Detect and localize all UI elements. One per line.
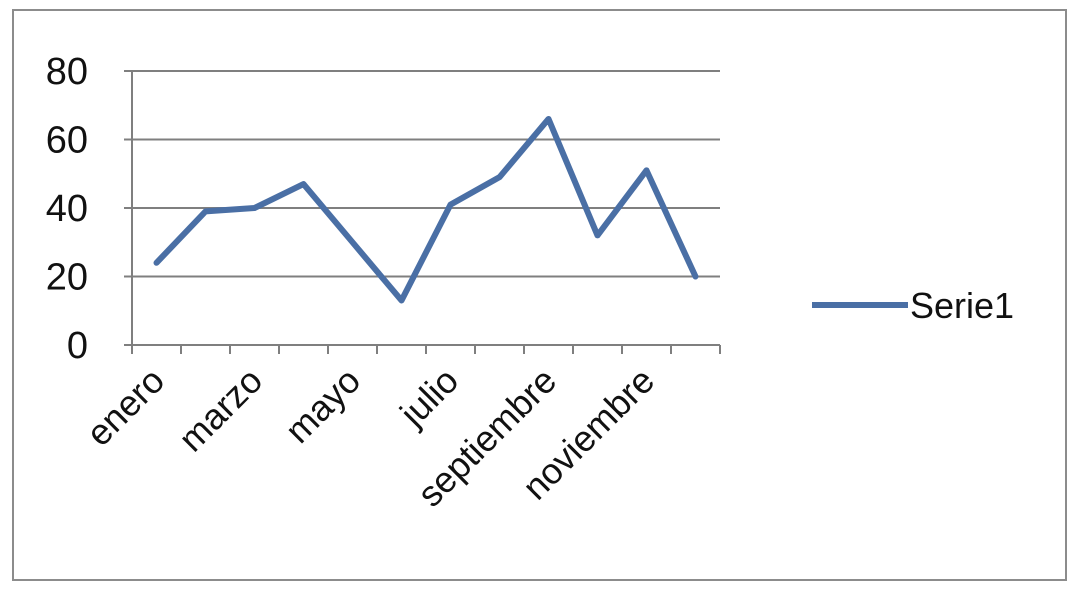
y-tick-label-60: 60: [46, 120, 88, 162]
y-tick-label-80: 80: [46, 51, 88, 93]
legend: Serie1: [812, 285, 1014, 326]
data-point-septiembre: [547, 117, 550, 120]
x-tick-label-marzo: marzo: [170, 360, 270, 460]
data-point-noviembre: [645, 169, 648, 172]
x-tick-label-enero: enero: [78, 360, 172, 454]
data-point-febrero: [204, 210, 207, 213]
legend-label-serie1: Serie1: [910, 285, 1014, 326]
y-tick-label-40: 40: [46, 188, 88, 230]
data-point-junio: [400, 299, 403, 302]
data-point-agosto: [498, 176, 501, 179]
data-point-marzo: [253, 207, 256, 209]
gridlines: [132, 70, 720, 278]
data-point-diciembre: [694, 275, 697, 278]
data-point-enero: [155, 261, 158, 264]
series-line-Serie1: [153, 115, 699, 304]
data-point-octubre: [596, 234, 599, 237]
y-tick-labels: 0 20 40 60 80: [46, 51, 88, 367]
y-tick-label-20: 20: [46, 257, 88, 299]
series: [153, 115, 699, 304]
x-tick-label-julio: julio: [391, 360, 466, 435]
data-point-abril: [302, 183, 305, 186]
y-tick-label-0: 0: [67, 325, 88, 367]
axes: [124, 70, 721, 354]
chart-frame: [12, 9, 1067, 581]
data-point-mayo: [351, 241, 354, 244]
x-tick-label-mayo: mayo: [277, 360, 368, 451]
data-point-julio: [449, 203, 452, 206]
